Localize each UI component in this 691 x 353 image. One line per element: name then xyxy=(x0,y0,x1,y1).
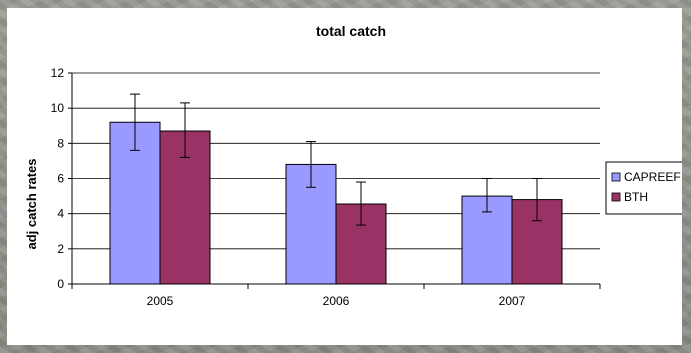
y-tick-labels: 0 2 4 6 8 10 12 xyxy=(51,66,72,291)
bar-chart: 0 2 4 6 8 10 12 2005 2006 2007 total catch adj c… xyxy=(24,23,682,308)
error-bar-bth-2007 xyxy=(532,178,542,222)
error-bar-bth-2005 xyxy=(180,102,190,158)
y-tick-label: 10 xyxy=(51,101,65,115)
legend-label-bth: BTH xyxy=(624,190,648,204)
chart-title: total catch xyxy=(316,23,386,39)
legend-label-capreef: CAPREEF xyxy=(624,170,681,184)
y-tick-label: 0 xyxy=(57,277,64,291)
y-tick-label: 8 xyxy=(57,136,64,150)
error-bars xyxy=(130,93,542,226)
x-tick-label: 2006 xyxy=(323,294,350,308)
bars xyxy=(109,121,563,285)
chart-panel: 0 2 4 6 8 10 12 2005 2006 2007 total catch adj c… xyxy=(7,8,682,345)
y-tick-label: 2 xyxy=(57,242,64,256)
x-tick-label: 2007 xyxy=(499,294,526,308)
legend-box xyxy=(605,161,682,215)
x-tick-label: 2005 xyxy=(147,294,174,308)
error-bar-bth-2006 xyxy=(356,181,366,226)
y-tick-label: 4 xyxy=(57,207,64,221)
error-bar-capreef-2005 xyxy=(130,93,140,151)
y-axis-title: adj catch rates xyxy=(24,158,39,249)
y-tick-label: 12 xyxy=(51,66,65,80)
error-bar-capreef-2007 xyxy=(482,178,492,213)
legend-swatch-bth xyxy=(611,192,621,202)
legend: CAPREEF BTH xyxy=(605,161,682,215)
x-tick-labels: 2005 2006 2007 xyxy=(71,284,601,308)
legend-swatch-capreef xyxy=(611,172,621,182)
error-bar-capreef-2006 xyxy=(306,141,316,188)
y-tick-label: 6 xyxy=(57,172,64,186)
